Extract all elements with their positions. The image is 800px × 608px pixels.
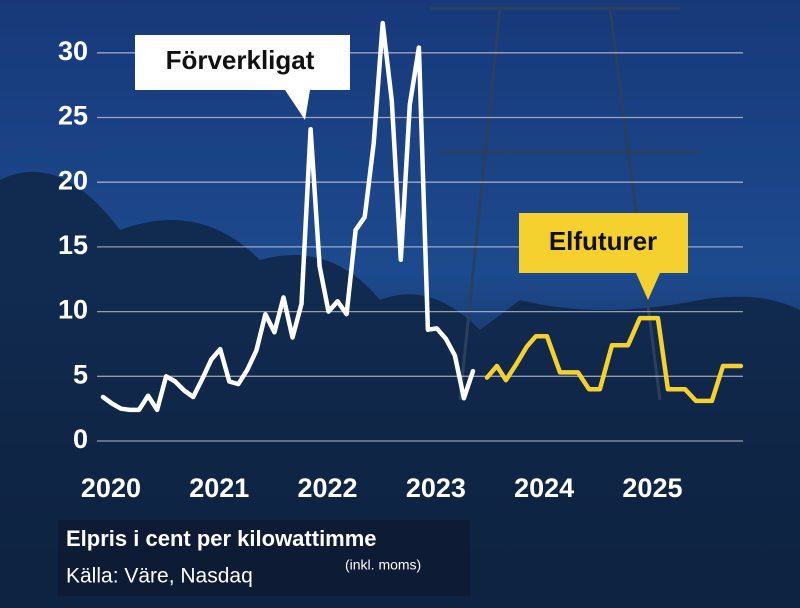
callout-realised: Förverkligat <box>135 35 350 120</box>
legend-label: Förverkligat <box>166 45 315 75</box>
x-tick-label: 2025 <box>622 473 682 503</box>
footer-box <box>58 520 470 596</box>
x-tick-label: 2021 <box>189 473 249 503</box>
y-tick-label: 25 <box>58 101 88 131</box>
y-tick-label: 15 <box>58 230 88 260</box>
callout-box <box>135 35 350 120</box>
source: Källa: Väre, Nasdaq <box>66 565 253 588</box>
x-tick-label: 2022 <box>298 473 358 503</box>
legend-label: Elfuturer <box>549 226 657 256</box>
tree-silhouette <box>0 171 800 608</box>
x-tick-label: 2020 <box>81 473 141 503</box>
subtitle: Elpris i cent per kilowattimme <box>66 526 377 551</box>
series-line <box>100 20 476 413</box>
series-line <box>484 315 744 404</box>
x-tick-label: 2024 <box>514 473 574 503</box>
pylon <box>430 6 700 401</box>
note: (inkl. moms) <box>345 557 421 573</box>
x-tick-label: 2023 <box>406 473 466 503</box>
callout-box <box>519 213 688 300</box>
y-tick-label: 30 <box>58 36 88 66</box>
y-tick-label: 0 <box>73 424 88 454</box>
callout-futures: Elfuturer <box>519 213 688 300</box>
y-tick-label: 20 <box>58 165 88 195</box>
y-tick-label: 5 <box>73 359 88 389</box>
y-tick-label: 10 <box>58 295 88 325</box>
